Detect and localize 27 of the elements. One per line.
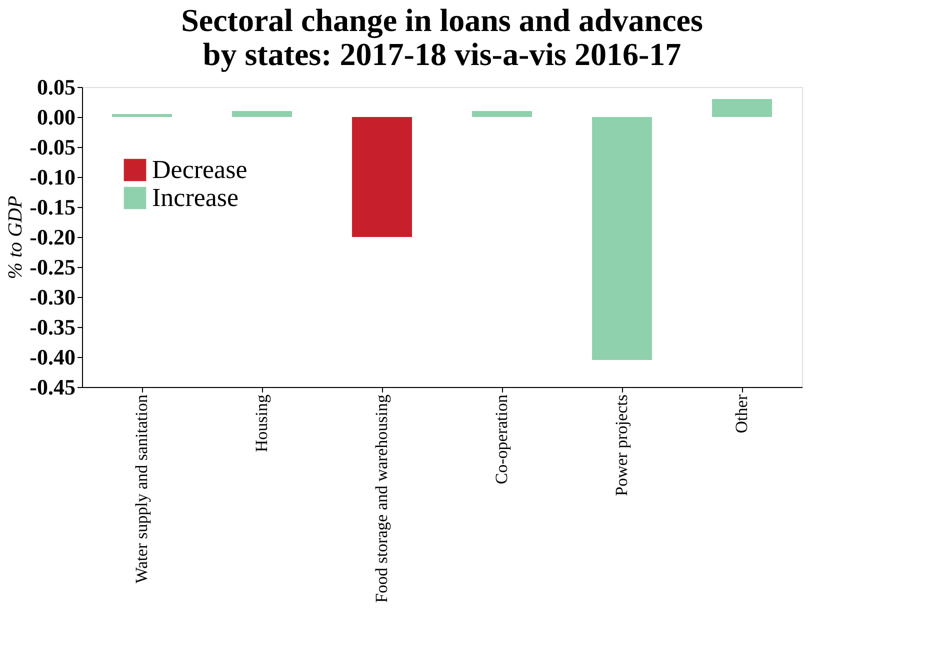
bar [592, 117, 652, 360]
bar [472, 111, 532, 117]
x-tick-label: Housing [252, 394, 271, 452]
y-tick-label: -0.05 [30, 134, 76, 160]
y-tick-label: -0.35 [30, 314, 76, 340]
legend-label: Decrease [152, 155, 248, 184]
y-tick-label: -0.40 [30, 344, 76, 370]
text: Sectoral change in loans and advances [181, 2, 703, 38]
x-tick-label: Other [732, 394, 751, 434]
x-tick-label: Food storage and warehousing [372, 394, 391, 603]
x-tick-label: Water supply and sanitation [132, 394, 151, 584]
bar [232, 111, 292, 117]
y-tick-label: 0.00 [37, 104, 76, 130]
y-tick-label: 0.05 [37, 74, 76, 100]
y-axis-title: % to GDP [4, 196, 27, 280]
y-tick-label: -0.15 [30, 194, 76, 220]
bar [112, 114, 172, 117]
y-tick-label: -0.30 [30, 284, 76, 310]
y-tick-label: -0.45 [30, 374, 76, 400]
x-tick-label: Power projects [612, 394, 631, 496]
legend-label: Increase [152, 183, 239, 212]
y-tick-label: -0.20 [30, 224, 76, 250]
y-tick-label: -0.25 [30, 254, 76, 280]
bar [352, 117, 412, 237]
y-tick-label: -0.10 [30, 164, 76, 190]
bar [712, 99, 772, 117]
x-tick-label: Co-operation [492, 394, 511, 484]
